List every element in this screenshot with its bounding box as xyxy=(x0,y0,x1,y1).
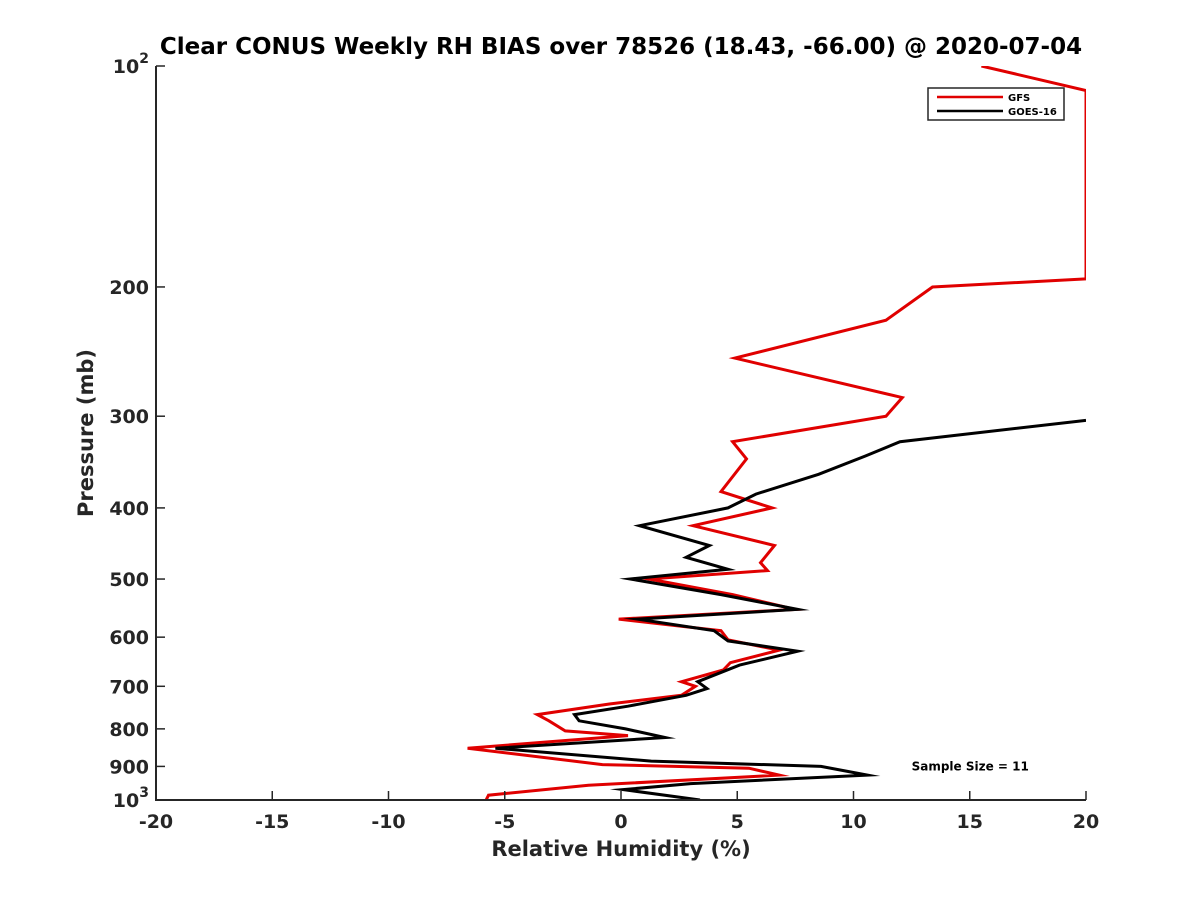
y-tick-label: 500 xyxy=(109,569,149,591)
y-tick-label: 600 xyxy=(109,627,149,649)
x-tick-label: 15 xyxy=(957,811,983,833)
chart-title: Clear CONUS Weekly RH BIAS over 78526 (1… xyxy=(160,34,1082,60)
legend-label-goes-16: GOES-16 xyxy=(1008,107,1057,118)
y-tick-label: 400 xyxy=(109,498,149,520)
x-tick-label: 0 xyxy=(614,811,627,833)
y-tick-exponent: 3 xyxy=(139,785,149,801)
series-layer xyxy=(467,66,1086,800)
legend: GFS GOES-16 xyxy=(927,87,1065,121)
y-tick-label: 103 xyxy=(113,785,149,812)
y-tick-label: 700 xyxy=(109,676,149,698)
plot-area: -20 -15 -10 -5 0 5 10 15 20102200300400500600700… xyxy=(109,51,1099,833)
x-tick-label: -5 xyxy=(494,811,515,833)
plot-axes xyxy=(155,66,1086,801)
x-tick-label: 20 xyxy=(1073,811,1099,833)
y-tick-label: 102 xyxy=(113,51,149,78)
series-line-gfs xyxy=(467,66,1086,800)
x-tick-label: -15 xyxy=(255,811,289,833)
x-tick-label: -20 xyxy=(139,811,173,833)
y-tick-label: 300 xyxy=(109,406,149,428)
x-tick-label: 5 xyxy=(731,811,744,833)
sample-size-annotation: Sample Size = 11 xyxy=(912,759,1029,773)
y-tick-base: 10 xyxy=(113,790,139,812)
series-line-goes-16 xyxy=(495,418,1086,800)
legend-label-gfs: GFS xyxy=(1008,93,1030,104)
y-tick-exponent: 2 xyxy=(139,51,149,67)
y-tick-label: 900 xyxy=(109,756,149,778)
x-tick-label: -10 xyxy=(371,811,405,833)
y-tick-label: 200 xyxy=(109,277,149,299)
legend-box xyxy=(927,87,1065,121)
y-axis-label: Pressure (mb) xyxy=(74,349,98,517)
x-tick-label: 10 xyxy=(840,811,866,833)
y-tick-base: 10 xyxy=(113,56,139,78)
ticks-layer: -20 -15 -10 -5 0 5 10 15 20102200300400500600700… xyxy=(109,51,1099,833)
y-tick-label: 800 xyxy=(109,719,149,741)
x-axis-label: Relative Humidity (%) xyxy=(491,837,750,861)
